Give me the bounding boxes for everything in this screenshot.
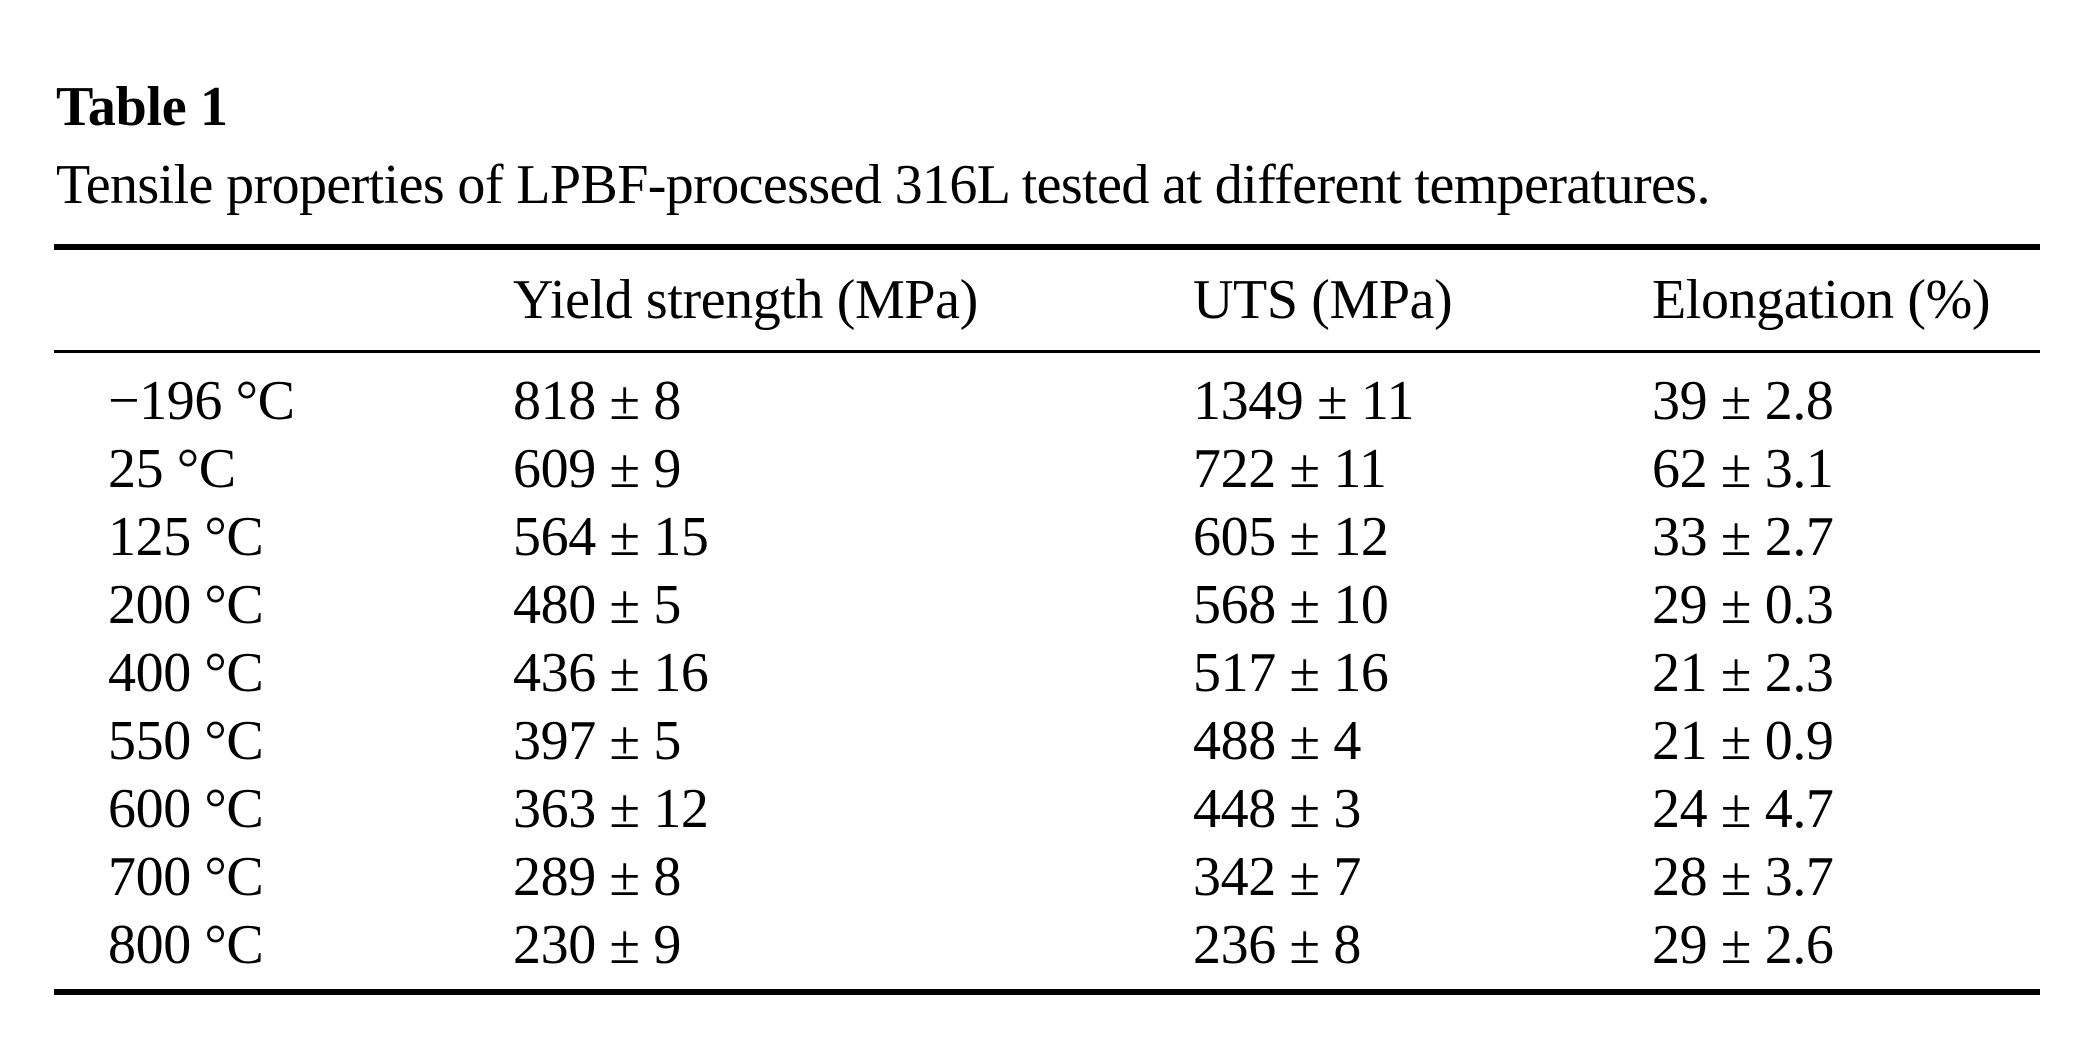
cell-elongation: 29 ± 2.6 bbox=[1652, 914, 1834, 976]
table-label: Table 1 bbox=[56, 76, 228, 138]
tensile-properties-table: Yield strength (MPa) UTS (MPa) Elongatio… bbox=[54, 244, 2040, 995]
table-caption: Tensile properties of LPBF-processed 316… bbox=[56, 154, 1711, 216]
cell-yield-strength: 289 ± 8 bbox=[513, 846, 681, 908]
cell-elongation: 33 ± 2.7 bbox=[1652, 506, 1834, 568]
cell-temperature: 550 °C bbox=[108, 710, 264, 772]
cell-uts: 342 ± 7 bbox=[1193, 846, 1361, 908]
header-elongation: Elongation (%) bbox=[1652, 269, 1991, 331]
cell-yield-strength: 436 ± 16 bbox=[513, 642, 709, 704]
header-uts: UTS (MPa) bbox=[1193, 269, 1453, 331]
table-row: 550 °C 397 ± 5 488 ± 4 21 ± 0.9 bbox=[54, 707, 2040, 775]
cell-yield-strength: 818 ± 8 bbox=[513, 370, 681, 432]
table-row: 800 °C 230 ± 9 236 ± 8 29 ± 2.6 bbox=[54, 911, 2040, 979]
cell-uts: 488 ± 4 bbox=[1193, 710, 1361, 772]
cell-temperature: 125 °C bbox=[108, 506, 264, 568]
table-row: −196 °C 818 ± 8 1349 ± 11 39 ± 2.8 bbox=[54, 367, 2040, 435]
cell-yield-strength: 564 ± 15 bbox=[513, 506, 709, 568]
cell-elongation: 62 ± 3.1 bbox=[1652, 438, 1834, 500]
table-row: 125 °C 564 ± 15 605 ± 12 33 ± 2.7 bbox=[54, 503, 2040, 571]
cell-temperature: 400 °C bbox=[108, 642, 264, 704]
cell-elongation: 21 ± 0.9 bbox=[1652, 710, 1834, 772]
table-body: −196 °C 818 ± 8 1349 ± 11 39 ± 2.8 25 °C… bbox=[54, 353, 2040, 989]
cell-uts: 517 ± 16 bbox=[1193, 642, 1389, 704]
cell-elongation: 21 ± 2.3 bbox=[1652, 642, 1834, 704]
cell-uts: 722 ± 11 bbox=[1193, 438, 1387, 500]
table-row: 200 °C 480 ± 5 568 ± 10 29 ± 0.3 bbox=[54, 571, 2040, 639]
cell-temperature: 600 °C bbox=[108, 778, 264, 840]
cell-yield-strength: 363 ± 12 bbox=[513, 778, 709, 840]
cell-temperature: 200 °C bbox=[108, 574, 264, 636]
cell-yield-strength: 609 ± 9 bbox=[513, 438, 681, 500]
cell-temperature: 700 °C bbox=[108, 846, 264, 908]
cell-temperature: 25 °C bbox=[108, 438, 236, 500]
cell-uts: 568 ± 10 bbox=[1193, 574, 1389, 636]
cell-temperature: 800 °C bbox=[108, 914, 264, 976]
cell-yield-strength: 230 ± 9 bbox=[513, 914, 681, 976]
header-yield-strength: Yield strength (MPa) bbox=[513, 269, 978, 331]
cell-temperature: −196 °C bbox=[108, 370, 295, 432]
table-row: 25 °C 609 ± 9 722 ± 11 62 ± 3.1 bbox=[54, 435, 2040, 503]
cell-elongation: 24 ± 4.7 bbox=[1652, 778, 1834, 840]
cell-yield-strength: 480 ± 5 bbox=[513, 574, 681, 636]
cell-uts: 1349 ± 11 bbox=[1193, 370, 1415, 432]
cell-elongation: 28 ± 3.7 bbox=[1652, 846, 1834, 908]
table-row: 600 °C 363 ± 12 448 ± 3 24 ± 4.7 bbox=[54, 775, 2040, 843]
cell-yield-strength: 397 ± 5 bbox=[513, 710, 681, 772]
table-row: 700 °C 289 ± 8 342 ± 7 28 ± 3.7 bbox=[54, 843, 2040, 911]
cell-elongation: 29 ± 0.3 bbox=[1652, 574, 1834, 636]
cell-elongation: 39 ± 2.8 bbox=[1652, 370, 1834, 432]
table-header-row: Yield strength (MPa) UTS (MPa) Elongatio… bbox=[54, 250, 2040, 353]
table-row: 400 °C 436 ± 16 517 ± 16 21 ± 2.3 bbox=[54, 639, 2040, 707]
cell-uts: 236 ± 8 bbox=[1193, 914, 1361, 976]
cell-uts: 448 ± 3 bbox=[1193, 778, 1361, 840]
cell-uts: 605 ± 12 bbox=[1193, 506, 1389, 568]
